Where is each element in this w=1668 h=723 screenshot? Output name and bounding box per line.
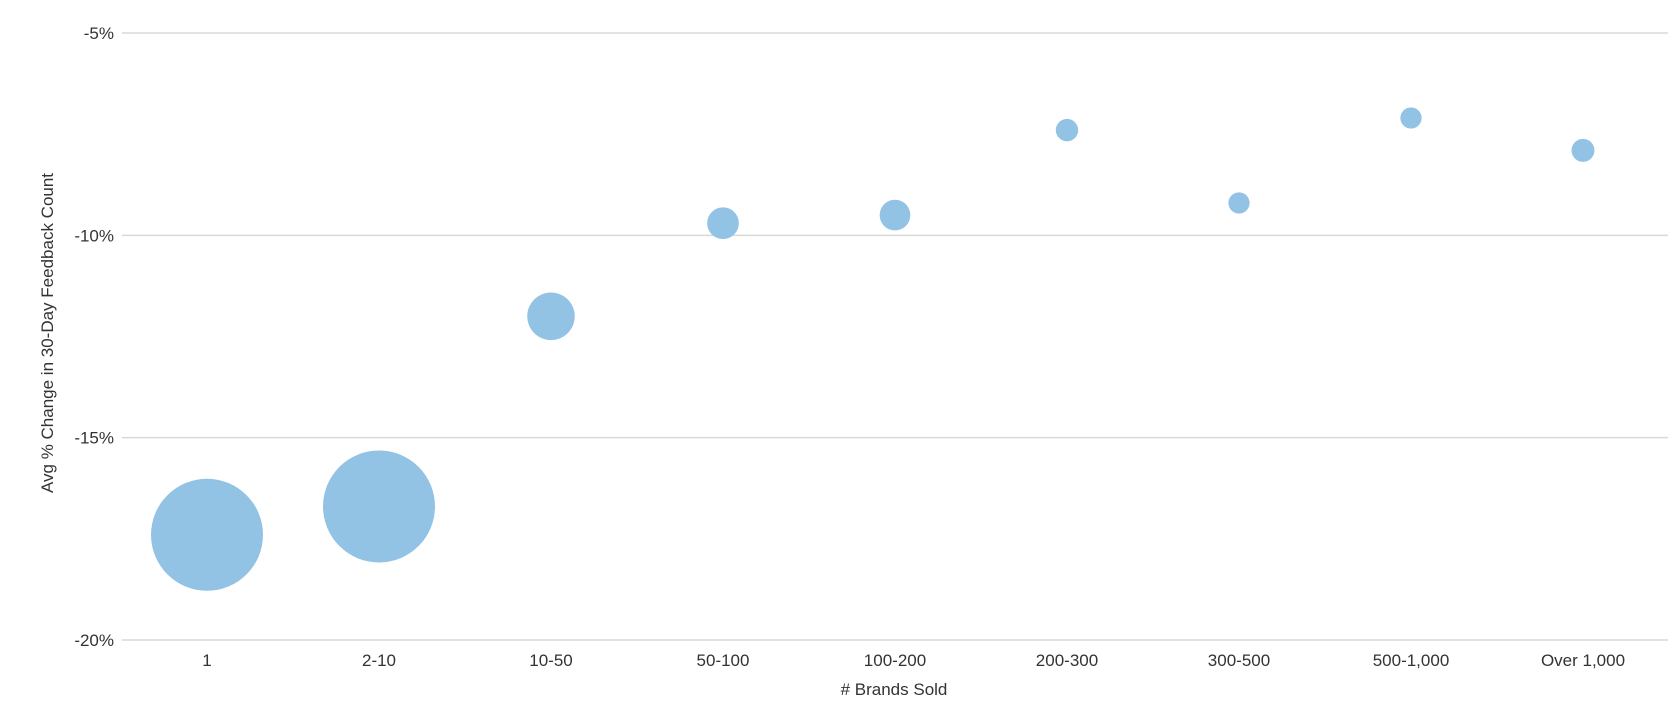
bubble-point[interactable] — [1571, 138, 1595, 162]
x-tick-label: Over 1,000 — [1541, 651, 1625, 670]
bubble-point[interactable] — [527, 292, 575, 341]
x-tick-label: 1 — [202, 651, 211, 670]
y-tick-label: -5% — [84, 24, 114, 43]
y-axis-title: Avg % Change in 30-Day Feedback Count — [38, 173, 57, 493]
bubble-point[interactable] — [323, 450, 435, 563]
y-tick-label: -20% — [74, 631, 114, 650]
x-tick-label: 2-10 — [362, 651, 396, 670]
y-tick-label: -10% — [74, 226, 114, 245]
bubble-point[interactable] — [879, 199, 911, 231]
bubble-point[interactable] — [1400, 107, 1422, 129]
bubble-point[interactable] — [151, 478, 263, 591]
bubble-point[interactable] — [1055, 118, 1079, 142]
x-tick-label: 200-300 — [1036, 651, 1098, 670]
y-tick-label: -15% — [74, 429, 114, 448]
bubble-point[interactable] — [707, 207, 739, 240]
x-tick-label: 100-200 — [864, 651, 926, 670]
x-axis-title: # Brands Sold — [841, 680, 948, 699]
x-tick-label: 50-100 — [697, 651, 750, 670]
x-tick-label: 10-50 — [529, 651, 572, 670]
y-axis-ticks: -5% -10% -15% -20% — [74, 24, 114, 650]
bubble-point[interactable] — [1228, 192, 1250, 214]
bubbles — [151, 107, 1595, 591]
x-tick-label: 300-500 — [1208, 651, 1270, 670]
x-tick-label: 500-1,000 — [1373, 651, 1450, 670]
x-axis-ticks: 1 2-10 10-50 50-100 100-200 200-300 300-500 500… — [202, 651, 1625, 670]
gridlines — [122, 32, 1668, 641]
